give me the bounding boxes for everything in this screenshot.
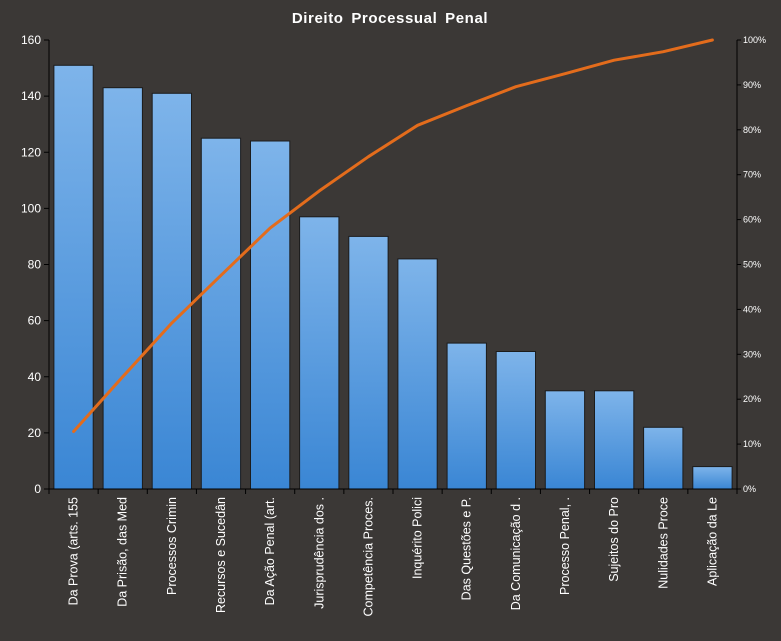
x-tick-label: Inquérito Polici xyxy=(411,497,425,579)
y-tick-label: 140 xyxy=(21,89,41,103)
x-tick-label: Nulidades Proce xyxy=(656,497,670,589)
bar xyxy=(643,426,684,490)
y-tick-label: 0 xyxy=(34,482,41,496)
y2-tick-label: 80% xyxy=(743,125,761,135)
y-tick-label: 60 xyxy=(28,314,42,328)
x-tick-label: Jurisprudência dos . xyxy=(312,497,326,609)
cumulative-line-layer xyxy=(72,38,714,433)
bar xyxy=(151,92,192,490)
y-axis: 0 20 40 60 80 100 120 140 160 xyxy=(21,33,49,496)
y2-tick-label: 90% xyxy=(743,80,761,90)
y-tick-label: 120 xyxy=(21,145,41,159)
y2-tick-label: 60% xyxy=(743,215,761,225)
y2-axis: 0% 10% 20% 30% 40% 50% 60% 70% 80% 90% 100% xyxy=(737,35,766,494)
x-tick-label: Da Prova (arts. 155 xyxy=(67,497,81,605)
bars xyxy=(53,64,733,490)
x-tick-label: Competência Proces. xyxy=(361,497,375,617)
y2-tick-label: 0% xyxy=(743,484,756,494)
y2-tick-label: 20% xyxy=(743,394,761,404)
cumulative-percent-line xyxy=(72,38,714,433)
x-tick-label: Da Comunicação d . xyxy=(509,497,523,610)
bar xyxy=(250,140,291,490)
x-tick-label: Processos Crimin xyxy=(165,497,179,595)
chart-title: Direito Processual Penal xyxy=(292,10,488,27)
y-tick-label: 40 xyxy=(28,370,42,384)
y2-tick-label: 40% xyxy=(743,304,761,314)
y-tick-label: 80 xyxy=(28,258,42,272)
bar xyxy=(446,342,487,490)
y2-tick-label: 70% xyxy=(743,170,761,180)
x-tick-label: Sujeitos do Pro xyxy=(607,497,621,582)
y2-tick-label: 100% xyxy=(743,35,766,45)
bar xyxy=(102,87,143,490)
y-tick-label: 100 xyxy=(21,201,41,215)
x-tick-label: Recursos e Sucedân xyxy=(214,497,228,613)
y2-tick-label: 50% xyxy=(743,260,761,270)
bar xyxy=(495,351,537,490)
y2-tick-label: 10% xyxy=(743,439,761,449)
x-tick-label: Da Ação Penal (art. xyxy=(263,497,277,605)
x-tick-label: Das Questões e P. xyxy=(460,497,474,600)
x-axis: Da Prova (arts. 155 Da Prisão, das Med Pro… xyxy=(48,489,738,617)
x-tick-label: Da Prisão, das Med xyxy=(116,497,130,607)
bar xyxy=(53,64,94,490)
bar xyxy=(544,390,586,490)
bar xyxy=(348,235,389,490)
bar xyxy=(200,137,242,490)
axes xyxy=(48,40,738,490)
x-tick-label: Aplicação da Le xyxy=(705,497,719,586)
y2-tick-label: 30% xyxy=(743,349,761,359)
bar xyxy=(299,216,340,490)
bar xyxy=(397,258,438,490)
y-tick-label: 20 xyxy=(28,426,42,440)
bar xyxy=(692,466,733,490)
bar xyxy=(594,390,635,490)
x-tick-label: Processo Penal, . xyxy=(558,497,572,595)
y-tick-label: 160 xyxy=(21,33,41,47)
